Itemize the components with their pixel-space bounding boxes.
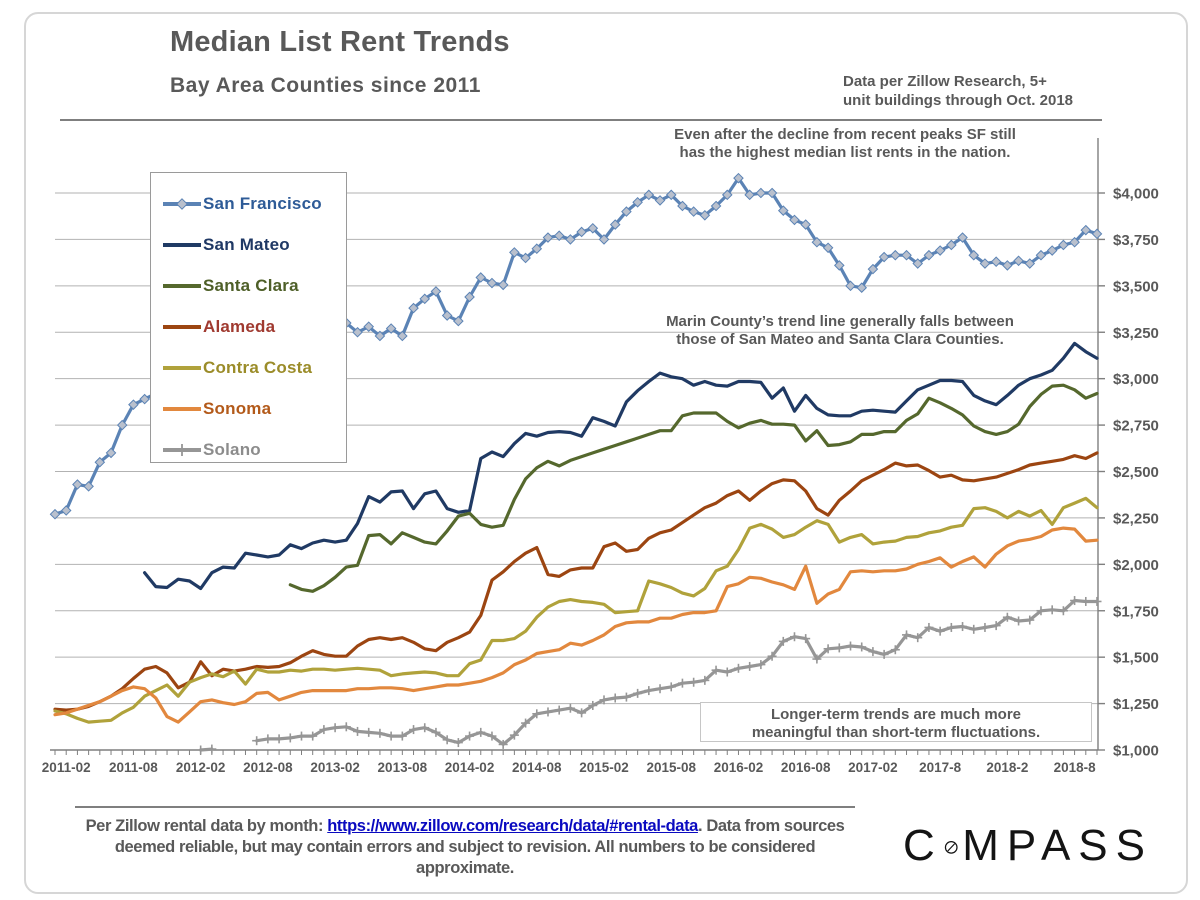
svg-text:$3,000: $3,000 bbox=[1113, 371, 1159, 388]
svg-text:2011-08: 2011-08 bbox=[109, 760, 158, 775]
compass-logo-letter-c: C bbox=[903, 820, 943, 870]
footer-disclaimer: Per Zillow rental data by month: https:/… bbox=[70, 816, 860, 879]
santa-clara-line-swatch-icon bbox=[163, 283, 201, 288]
compass-logo-letters-mpass: MPASS bbox=[962, 820, 1153, 870]
zillow-data-link[interactable]: https://www.zillow.com/research/data/#re… bbox=[327, 817, 698, 835]
svg-text:2012-08: 2012-08 bbox=[243, 760, 293, 775]
annotation-longterm-line2: meaningful than short-term fluctuations. bbox=[751, 724, 1041, 741]
svg-text:2015-02: 2015-02 bbox=[579, 760, 629, 775]
svg-text:2017-02: 2017-02 bbox=[848, 760, 898, 775]
footer-text-before-link: Per Zillow rental data by month: bbox=[85, 817, 328, 835]
svg-text:2016-02: 2016-02 bbox=[714, 760, 764, 775]
svg-text:2014-02: 2014-02 bbox=[445, 760, 495, 775]
page-subtitle: Bay Area Counties since 2011 bbox=[170, 74, 481, 97]
compass-logo: C MPASS bbox=[903, 822, 1153, 869]
data-source-note-line2: unit buildings through Oct. 2018 bbox=[843, 92, 1074, 109]
legend-item-contra-costa: Contra Costa bbox=[161, 347, 346, 388]
legend-label-san-francisco: San Francisco bbox=[203, 193, 322, 213]
footer-text-after-link: . Data from sources deemed reliable, but… bbox=[114, 817, 845, 877]
annotation-sf-line1: Even after the decline from recent peaks… bbox=[674, 126, 1016, 143]
svg-text:2013-02: 2013-02 bbox=[310, 760, 360, 775]
solano-line-swatch-icon bbox=[163, 443, 201, 456]
data-source-note: Data per Zillow Research, 5+ unit buildi… bbox=[843, 72, 1143, 110]
data-source-note-line1: Data per Zillow Research, 5+ bbox=[843, 73, 1047, 90]
contra-costa-line-swatch-icon bbox=[163, 365, 201, 370]
annotation-marin-line2: those of San Mateo and Santa Clara Count… bbox=[676, 331, 1004, 348]
compass-needle-o-icon bbox=[944, 840, 958, 854]
svg-text:2018-8: 2018-8 bbox=[1054, 760, 1097, 775]
annotation-marin-line1: Marin County’s trend line generally fall… bbox=[666, 313, 1014, 330]
svg-text:$4,000: $4,000 bbox=[1113, 186, 1159, 203]
legend-item-santa-clara: Santa Clara bbox=[161, 265, 346, 306]
svg-text:$2,250: $2,250 bbox=[1113, 510, 1159, 527]
legend-item-solano: Solano bbox=[161, 429, 346, 470]
legend-item-sonoma: Sonoma bbox=[161, 388, 346, 429]
annotation-marin: Marin County’s trend line generally fall… bbox=[590, 313, 1090, 349]
svg-text:2017-8: 2017-8 bbox=[919, 760, 962, 775]
legend-item-san-mateo: San Mateo bbox=[161, 224, 346, 265]
san-mateo-line-swatch-icon bbox=[163, 242, 201, 247]
svg-text:2016-08: 2016-08 bbox=[781, 760, 831, 775]
annotation-longterm: Longer-term trends are much more meaning… bbox=[700, 702, 1092, 742]
legend-label-alameda: Alameda bbox=[203, 316, 276, 336]
svg-text:2015-08: 2015-08 bbox=[646, 760, 696, 775]
svg-text:2014-08: 2014-08 bbox=[512, 760, 562, 775]
annotation-longterm-line1: Longer-term trends are much more bbox=[770, 706, 1022, 723]
footer-divider bbox=[75, 806, 855, 808]
header-divider bbox=[60, 119, 1102, 121]
svg-text:$1,750: $1,750 bbox=[1113, 603, 1159, 620]
svg-text:$2,750: $2,750 bbox=[1113, 418, 1159, 435]
svg-text:2013-08: 2013-08 bbox=[378, 760, 428, 775]
legend-label-santa-clara: Santa Clara bbox=[203, 275, 299, 295]
svg-text:$1,250: $1,250 bbox=[1113, 696, 1159, 713]
legend-label-sonoma: Sonoma bbox=[203, 398, 272, 418]
annotation-sf-line2: has the highest median list rents in the… bbox=[679, 144, 1011, 161]
svg-text:2018-2: 2018-2 bbox=[986, 760, 1028, 775]
page-title: Median List Rent Trends bbox=[170, 26, 510, 58]
legend-item-san-francisco: San Francisco bbox=[161, 183, 346, 224]
svg-text:$1,500: $1,500 bbox=[1113, 650, 1159, 667]
alameda-line-swatch-icon bbox=[163, 324, 201, 329]
legend-label-san-mateo: San Mateo bbox=[203, 234, 290, 254]
svg-text:$2,500: $2,500 bbox=[1113, 464, 1159, 481]
legend-item-alameda: Alameda bbox=[161, 306, 346, 347]
svg-text:$1,000: $1,000 bbox=[1113, 743, 1159, 760]
annotation-sf-peak: Even after the decline from recent peaks… bbox=[590, 126, 1100, 162]
svg-text:$3,500: $3,500 bbox=[1113, 278, 1159, 295]
legend-label-solano: Solano bbox=[203, 439, 261, 459]
sonoma-line-swatch-icon bbox=[163, 406, 201, 411]
svg-text:$2,000: $2,000 bbox=[1113, 557, 1159, 574]
chart-legend: San Francisco San Mateo Santa Clara Alam… bbox=[150, 172, 347, 463]
svg-text:$3,250: $3,250 bbox=[1113, 325, 1159, 342]
legend-label-contra-costa: Contra Costa bbox=[203, 357, 313, 377]
svg-text:2012-02: 2012-02 bbox=[176, 760, 226, 775]
san-francisco-line-swatch-icon bbox=[163, 197, 201, 210]
svg-text:$3,750: $3,750 bbox=[1113, 232, 1159, 249]
svg-text:2011-02: 2011-02 bbox=[42, 760, 91, 775]
